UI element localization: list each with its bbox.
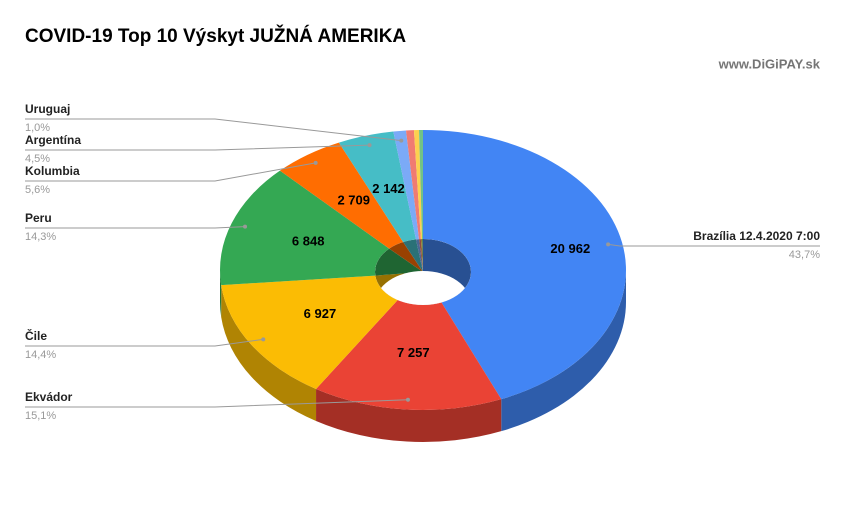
slice-side — [501, 270, 626, 432]
slice — [279, 142, 404, 249]
slice-inner-wall — [418, 239, 423, 272]
slice-side — [220, 270, 222, 318]
hole — [375, 239, 471, 305]
percent-label: 14,4% — [25, 349, 56, 361]
leader-dot — [243, 224, 248, 229]
slice-side — [221, 285, 317, 421]
leader-line — [608, 243, 820, 247]
category-label: Uruguaj — [25, 102, 70, 116]
slice-inner-wall — [375, 248, 423, 276]
slice — [221, 275, 398, 389]
percent-label: 43,7% — [789, 249, 820, 261]
tops — [219, 130, 626, 411]
slice — [413, 130, 423, 240]
percent-label: 14,3% — [25, 231, 56, 243]
leader-dot — [367, 143, 372, 148]
category-label: Brazília 12.4.2020 7:00 — [693, 229, 820, 243]
leader-dot — [405, 397, 410, 402]
slice — [393, 130, 419, 240]
value-label: 6 927 — [304, 306, 337, 321]
slice-inner-wall — [389, 241, 423, 272]
value-label: 7 257 — [397, 345, 430, 360]
chart-title: COVID-19 Top 10 Výskyt JUŽNÁ AMERIKA — [25, 25, 406, 47]
leader-line — [25, 338, 264, 347]
hole-floor — [375, 271, 471, 305]
category-label: Čile — [25, 328, 47, 343]
leader-line — [25, 226, 246, 229]
value-label: 2 142 — [372, 181, 405, 196]
percent-label: 1,0% — [25, 122, 50, 134]
leader-dot — [606, 242, 611, 247]
percent-label: 4,5% — [25, 153, 50, 165]
leader-line — [25, 118, 402, 142]
leader-dot — [399, 138, 404, 143]
percent-label: 15,1% — [25, 410, 56, 422]
category-label: Peru — [25, 211, 52, 225]
percent-label: 5,6% — [25, 184, 50, 196]
slice-side — [316, 388, 502, 443]
category-label: Ekvádor — [25, 390, 73, 404]
leader-line — [25, 144, 370, 151]
slice — [419, 130, 423, 240]
slice-inner-wall — [422, 239, 423, 272]
slice — [219, 170, 390, 286]
slice — [406, 130, 421, 240]
slice-inner-wall — [420, 239, 423, 272]
slice — [423, 130, 626, 400]
slice-inner-wall — [415, 239, 423, 272]
value-label: 6 848 — [292, 233, 325, 248]
slice-inner-wall — [403, 239, 423, 272]
slice — [338, 131, 416, 242]
leader-dot — [261, 337, 266, 342]
chart-subtitle: www.DiGiPAY.sk — [718, 56, 821, 71]
leader-line — [25, 399, 408, 408]
category-label: Argentína — [25, 133, 81, 147]
value-label: 2 709 — [337, 192, 370, 207]
value-label: 20 962 — [550, 241, 590, 256]
leader-line — [25, 162, 316, 182]
slice — [316, 300, 502, 411]
sides — [220, 270, 626, 443]
category-label: Kolumbia — [25, 164, 80, 178]
leader-dot — [313, 160, 318, 165]
